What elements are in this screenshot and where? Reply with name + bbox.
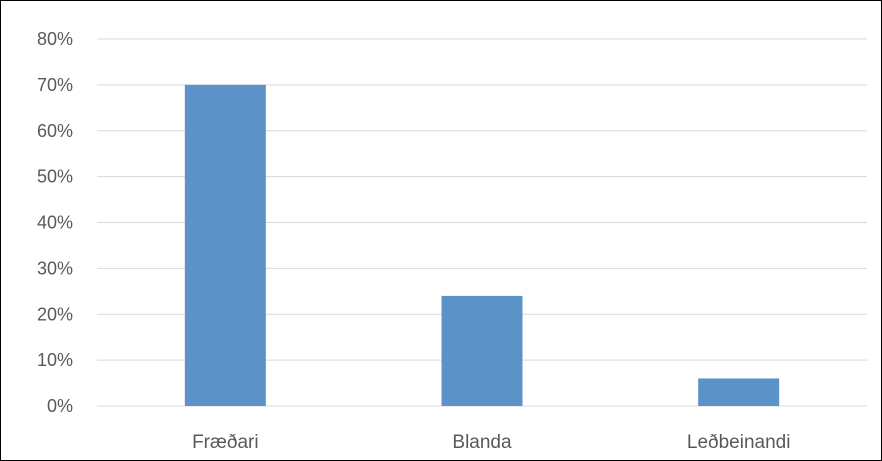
bar — [698, 378, 780, 406]
y-tick-label: 30% — [37, 258, 73, 278]
y-tick-label: 40% — [37, 213, 73, 233]
x-category-label: Fræðari — [192, 432, 259, 453]
x-category-label: Leðbeinandi — [687, 432, 791, 453]
y-tick-label: 0% — [47, 396, 73, 416]
y-tick-label: 10% — [37, 350, 73, 370]
x-category-label: Blanda — [452, 432, 512, 453]
y-tick-label: 60% — [37, 121, 73, 141]
bars — [184, 84, 780, 406]
y-axis-tick-labels: 0% 10% 20% 30% 40% 50% 60% 70% 80% — [37, 29, 73, 416]
y-tick-label: 80% — [37, 29, 73, 49]
x-axis-category-labels: Fræðari Blanda Leðbeinandi — [192, 432, 790, 453]
bar — [184, 84, 266, 406]
y-tick-label: 70% — [37, 75, 73, 95]
bar — [441, 295, 523, 406]
y-tick-label: 20% — [37, 304, 73, 324]
y-tick-label: 50% — [37, 167, 73, 187]
